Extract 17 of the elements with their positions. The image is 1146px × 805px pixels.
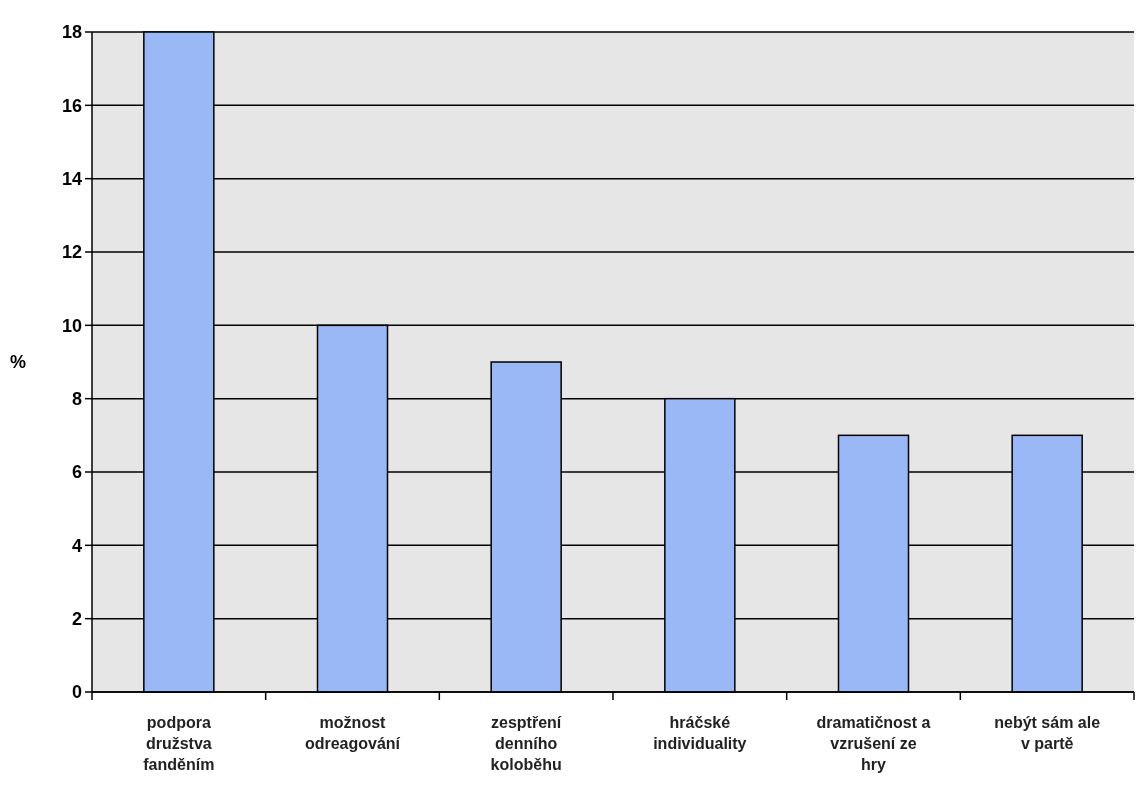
y-tick-label: 6	[71, 462, 82, 483]
y-tick-label: 18	[61, 22, 82, 43]
x-tick-label: zesptření denního koloběhu	[490, 714, 562, 773]
x-tick-label: možnost odreagování	[304, 714, 401, 752]
y-tick-label: 0	[71, 682, 82, 703]
y-tick-label: 14	[61, 168, 82, 189]
y-axis-title: %	[9, 352, 27, 373]
x-tick-label: hráčské individuality	[653, 714, 747, 752]
x-tick-label: nebýt sám ale v partě	[994, 714, 1101, 752]
y-tick-label: 12	[61, 242, 82, 263]
y-tick-label: 4	[71, 535, 82, 556]
x-tick-label: dramatičnost a vzrušení ze hry	[816, 714, 931, 773]
y-tick-label: 10	[61, 315, 82, 336]
y-tick-label: 8	[71, 388, 82, 409]
y-tick-label: 16	[61, 95, 82, 116]
y-tick-label: 2	[71, 608, 82, 629]
x-tick-label: podpora družstva fanděním	[143, 714, 215, 773]
